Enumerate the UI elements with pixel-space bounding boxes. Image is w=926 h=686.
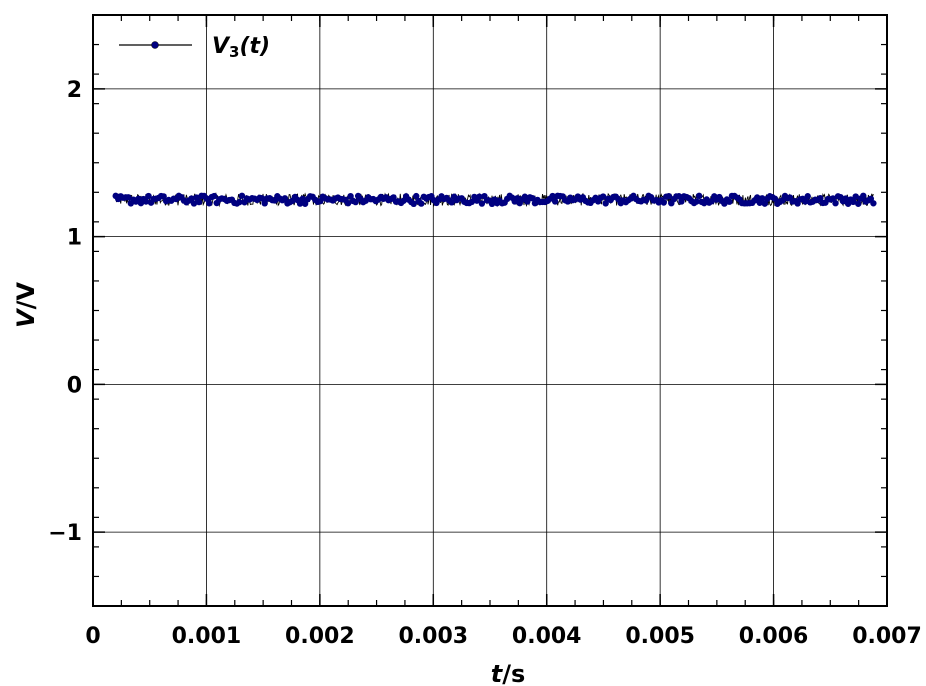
series-point: [418, 200, 425, 207]
x-tick-label: 0.007: [852, 624, 922, 649]
series-point: [870, 200, 877, 207]
series-point: [238, 192, 246, 199]
series-point: [410, 200, 417, 208]
series-point: [160, 193, 167, 200]
series-point: [145, 192, 152, 200]
grid: [93, 15, 887, 606]
y-tick-label: 0: [67, 373, 82, 398]
series-point: [771, 195, 779, 202]
series-point: [842, 195, 849, 202]
series-point: [188, 195, 195, 202]
series-point: [195, 198, 203, 206]
series-point: [849, 198, 857, 206]
series-point: [478, 200, 486, 207]
tick-marks: [92, 14, 888, 607]
series-point: [761, 200, 768, 207]
series-point: [852, 193, 859, 200]
y-tick-label: 2: [67, 78, 82, 103]
series-point: [675, 193, 683, 200]
series-point: [678, 198, 685, 205]
x-tick-label: 0.001: [172, 624, 242, 649]
x-tick-label: 0.005: [625, 624, 695, 649]
x-tick-label: 0: [85, 624, 100, 649]
series-point: [210, 192, 218, 200]
x-axis-var: t: [491, 660, 504, 686]
series-point: [142, 198, 150, 205]
series-point: [708, 198, 715, 205]
series-point: [660, 199, 667, 206]
series-point: [551, 198, 559, 205]
y-tick-label: 1: [67, 226, 82, 251]
series-point: [514, 195, 521, 202]
series-point: [190, 200, 198, 207]
series-point: [258, 195, 266, 202]
series-group: [112, 192, 877, 208]
y-axis-unit: V: [12, 282, 40, 301]
series-point: [413, 192, 420, 200]
series-point: [448, 199, 455, 206]
series-point: [693, 198, 700, 205]
series-point: [125, 194, 132, 201]
series-point: [281, 195, 289, 202]
y-axis-var: V: [12, 307, 40, 328]
plot-frame: [92, 14, 888, 607]
series-point: [860, 192, 867, 199]
series-point: [599, 193, 607, 200]
series-point: [832, 199, 839, 207]
series-point: [299, 195, 306, 203]
x-axis-unit: s: [511, 660, 525, 686]
series-point: [236, 198, 243, 206]
series-point: [347, 192, 354, 200]
series-point: [352, 198, 359, 206]
legend-marker: [151, 41, 159, 49]
series-point: [855, 200, 862, 207]
y-tick-label: −1: [48, 521, 82, 546]
x-tick-label: 0.006: [739, 624, 809, 649]
legend: V3(t): [119, 34, 270, 61]
series-point: [296, 200, 304, 207]
series-point: [665, 192, 673, 200]
series-point: [726, 198, 733, 205]
y-axis-label: V/V: [12, 282, 40, 328]
series-point: [261, 200, 268, 207]
series-point: [476, 193, 483, 200]
series-point: [529, 194, 536, 202]
x-axis-label: t/s: [491, 660, 526, 686]
series-point: [804, 193, 811, 200]
series-point: [817, 194, 824, 202]
series-point: [695, 192, 703, 200]
series-point: [521, 193, 529, 200]
series-point: [802, 198, 809, 205]
series-point: [549, 192, 556, 200]
series-point: [468, 198, 476, 206]
legend-label: V3(t): [212, 34, 270, 61]
y-tick-labels: −1 0 1 2: [48, 78, 82, 546]
series-point: [344, 199, 352, 207]
series-point: [759, 195, 766, 202]
x-tick-labels: 0 0.001 0.002 0.003 0.004 0.005 0.006 0.007: [85, 624, 921, 649]
x-tick-label: 0.004: [512, 624, 582, 649]
series-point: [829, 195, 837, 202]
x-tick-label: 0.003: [398, 624, 468, 649]
series-point: [754, 194, 761, 201]
series-point: [205, 200, 213, 207]
x-tick-label: 0.002: [285, 624, 355, 649]
